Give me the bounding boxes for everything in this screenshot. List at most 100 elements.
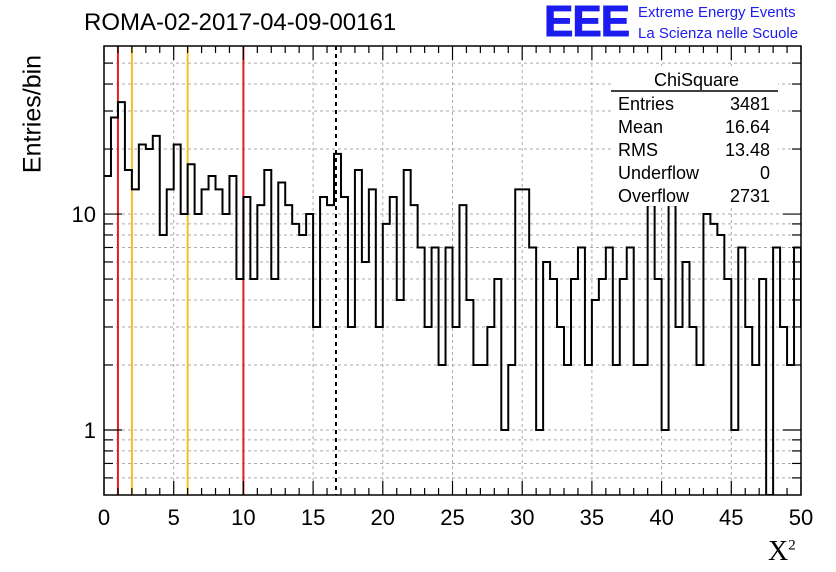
histogram-bin [229, 176, 236, 495]
histogram-bin [655, 279, 662, 495]
histogram-bin [696, 365, 703, 495]
stats-value: 3481 [730, 94, 770, 114]
histogram-bin [459, 205, 466, 495]
histogram-bin [592, 300, 599, 495]
histogram-bin [613, 365, 620, 495]
histogram-bin [829, 205, 836, 495]
x-axis-label-superscript: 2 [788, 537, 796, 554]
histogram-bin [153, 136, 160, 495]
histogram-bin [522, 189, 529, 495]
stats-label: RMS [618, 140, 658, 160]
histogram-bin [174, 144, 181, 495]
histogram-bin [529, 247, 536, 495]
histogram-bin [822, 365, 829, 495]
histogram-bin [334, 154, 341, 495]
histogram-bin [453, 327, 460, 495]
histogram-bin [557, 327, 564, 495]
histogram-bin [285, 205, 292, 495]
histogram-bin [773, 247, 780, 495]
histogram-bin [202, 189, 209, 495]
histogram-bin [543, 262, 550, 495]
histogram-bin [480, 365, 487, 495]
histogram-bin [125, 170, 132, 495]
stats-value: 2731 [730, 186, 770, 206]
x-tick-label: 15 [301, 505, 325, 530]
histogram-bin [362, 262, 369, 495]
histogram-bin [432, 247, 439, 495]
stats-label: Overflow [618, 186, 690, 206]
histogram-bin [815, 279, 822, 495]
stats-label: Entries [618, 94, 674, 114]
histogram-bin [571, 279, 578, 495]
histogram-bin [236, 279, 243, 495]
histogram-bin [195, 214, 202, 495]
histogram-bin [292, 224, 299, 495]
histogram-bin [243, 197, 250, 495]
histogram-bin [355, 170, 362, 495]
y-tick-label: 1 [84, 418, 96, 443]
stats-label: Mean [618, 117, 663, 137]
histogram-bin [710, 224, 717, 495]
histogram-bin [257, 205, 264, 495]
logo-line-1: Extreme Energy Events [638, 4, 796, 21]
histogram-bin [669, 205, 676, 495]
x-tick-label: 35 [580, 505, 604, 530]
histogram-bin [683, 262, 690, 495]
histogram-bin [703, 214, 710, 495]
logo-line-2: La Scienza nelle Scuole [638, 25, 799, 42]
histogram-bin [585, 365, 592, 495]
histogram-step-line [104, 101, 801, 495]
histogram-bin [717, 235, 724, 495]
histogram-bin [222, 214, 229, 495]
histogram-bin [745, 327, 752, 495]
histogram-bin [759, 279, 766, 495]
histogram-bin [327, 205, 334, 495]
histogram-bin [188, 164, 195, 495]
x-tick-label: 40 [649, 505, 673, 530]
histogram-bin [738, 247, 745, 495]
histogram-bin [209, 176, 216, 495]
stats-box-title: ChiSquare [654, 70, 739, 90]
histogram-bin [641, 365, 648, 495]
x-tick-label: 5 [168, 505, 180, 530]
histogram-bin [466, 300, 473, 495]
stats-value: 16.64 [725, 117, 770, 137]
histogram-bin [599, 279, 606, 495]
histogram-bin [167, 189, 174, 495]
histogram-bin [501, 430, 508, 495]
histogram-bin [425, 327, 432, 495]
histogram-bin [306, 214, 313, 495]
histogram-bin [620, 279, 627, 495]
stats-label: Underflow [618, 163, 700, 183]
histogram-bin [390, 197, 397, 495]
histogram-bin [320, 197, 327, 495]
chart-title: ROMA-02-2017-04-09-00161 [84, 9, 397, 36]
histogram-bin [536, 430, 543, 495]
histogram-bin [564, 365, 571, 495]
x-tick-label: 10 [231, 505, 255, 530]
histogram-bin [731, 430, 738, 495]
histogram-bin [515, 189, 522, 495]
histogram-bin [313, 327, 320, 495]
histogram-bin [376, 327, 383, 495]
histogram-bin [487, 327, 494, 495]
histogram-bin [139, 144, 146, 495]
x-axis-label: X2 [768, 536, 796, 568]
x-tick-label: 20 [371, 505, 395, 530]
histogram-bin [118, 102, 125, 495]
histogram-bin [550, 279, 557, 495]
histogram-bin [780, 327, 787, 495]
histogram-bin [724, 279, 731, 495]
histogram-bin [606, 247, 613, 495]
histogram-bin [397, 300, 404, 495]
histogram-bin [132, 189, 139, 495]
histogram-bin [808, 365, 815, 495]
histogram-bin [689, 327, 696, 495]
histogram-bin [111, 117, 118, 495]
histogram-bin [439, 365, 446, 495]
histogram-bin [348, 327, 355, 495]
histogram-bin [383, 224, 390, 495]
x-tick-label: 45 [719, 505, 743, 530]
x-tick-label: 50 [789, 505, 813, 530]
